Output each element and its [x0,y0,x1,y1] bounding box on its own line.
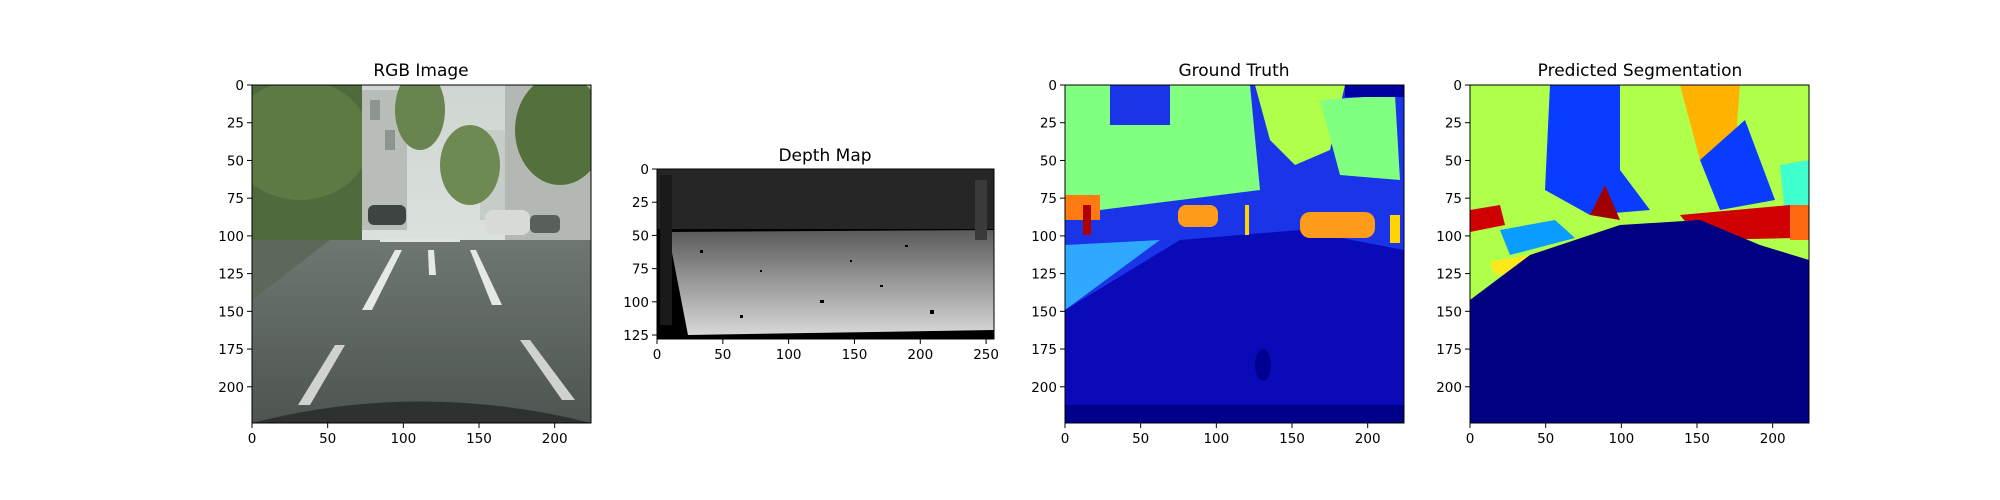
x-tick-label: 150 [466,431,492,447]
y-tick-label: 175 [1436,342,1462,358]
x-tick-label: 50 [1132,431,1149,447]
y-tick-label: 25 [1040,116,1057,132]
x-tick-label: 0 [653,347,662,363]
y-tick-label: 25 [227,116,244,132]
x-tick-label: 0 [1061,431,1070,447]
panel-depth-map: Depth Map 0 50 100 150 200 250 0 25 50 75 100 125 [623,146,999,363]
y-tick-label: 100 [218,229,244,245]
y-tick-label: 50 [1445,153,1462,169]
y-tick-label: 150 [1031,304,1057,320]
y-tick-label: 200 [1031,380,1057,396]
x-tick-label: 50 [714,347,731,363]
y-tick-label: 0 [1453,78,1462,94]
panel-title-predicted: Predicted Segmentation [1538,61,1743,81]
x-tick-label: 100 [1203,431,1229,447]
panel-title-depth: Depth Map [778,146,871,166]
x-tick-label: 250 [973,347,999,363]
panel-title-rgb: RGB Image [373,61,468,81]
y-tick-label: 175 [218,342,244,358]
y-tick-label: 100 [1031,229,1057,245]
y-tick-label: 125 [218,267,244,283]
axes-frame [1469,84,1810,424]
y-tick-label: 125 [1436,267,1462,283]
y-tick-label: 150 [1436,304,1462,320]
panel-ground-truth: Ground Truth 0 50 100 150 200 0 25 50 75 100 125 15… [1031,61,1405,447]
axes-frame [656,168,995,340]
panel-title-ground-truth: Ground Truth [1178,61,1289,81]
x-tick-label: 150 [842,347,868,363]
axis-ticks: 0 50 100 150 200 0 25 50 75 100 125 150 175 200 [218,78,567,447]
axis-ticks: 0 50 100 150 200 0 25 50 75 100 125 150 175 200 [1031,78,1380,447]
y-tick-label: 100 [1436,229,1462,245]
panel-rgb-image: RGB Image [218,61,592,447]
x-tick-label: 0 [248,431,257,447]
y-tick-label: 0 [640,162,649,178]
y-tick-label: 200 [218,380,244,396]
predicted-segmentation-image [1470,85,1809,423]
y-tick-label: 200 [1436,380,1462,396]
x-tick-label: 100 [1608,431,1634,447]
y-tick-label: 75 [632,262,649,278]
y-tick-label: 125 [623,328,649,344]
y-tick-label: 25 [632,195,649,211]
x-tick-label: 0 [1466,431,1475,447]
x-tick-label: 150 [1684,431,1710,447]
x-tick-label: 50 [1537,431,1554,447]
ground-truth-image [1065,85,1404,423]
x-tick-label: 200 [1355,431,1381,447]
panel-predicted-segmentation: Predicted Segmentation 0 50 100 150 200 0 25 50… [1436,61,1810,447]
y-tick-label: 25 [1445,116,1462,132]
y-tick-label: 150 [218,304,244,320]
y-tick-label: 75 [227,191,244,207]
y-tick-label: 75 [1445,191,1462,207]
x-tick-label: 100 [776,347,802,363]
axes-frame [251,84,592,424]
depth-image [657,169,994,339]
y-tick-label: 0 [1048,78,1057,94]
x-tick-label: 150 [1279,431,1305,447]
y-tick-label: 50 [227,153,244,169]
y-tick-label: 50 [632,228,649,244]
y-tick-label: 125 [1031,267,1057,283]
y-tick-label: 50 [1040,153,1057,169]
axis-ticks: 0 50 100 150 200 0 25 50 75 100 125 150 175 200 [1436,78,1785,447]
rgb-image [252,85,591,423]
y-tick-label: 0 [235,78,244,94]
y-tick-label: 175 [1031,342,1057,358]
y-tick-label: 100 [623,295,649,311]
axes-frame [1064,84,1405,424]
x-tick-label: 100 [390,431,416,447]
y-tick-label: 75 [1040,191,1057,207]
axis-ticks: 0 50 100 150 200 250 0 25 50 75 100 125 [623,162,999,363]
x-tick-label: 50 [319,431,336,447]
x-tick-label: 200 [1760,431,1786,447]
x-tick-label: 200 [542,431,568,447]
x-tick-label: 200 [907,347,933,363]
